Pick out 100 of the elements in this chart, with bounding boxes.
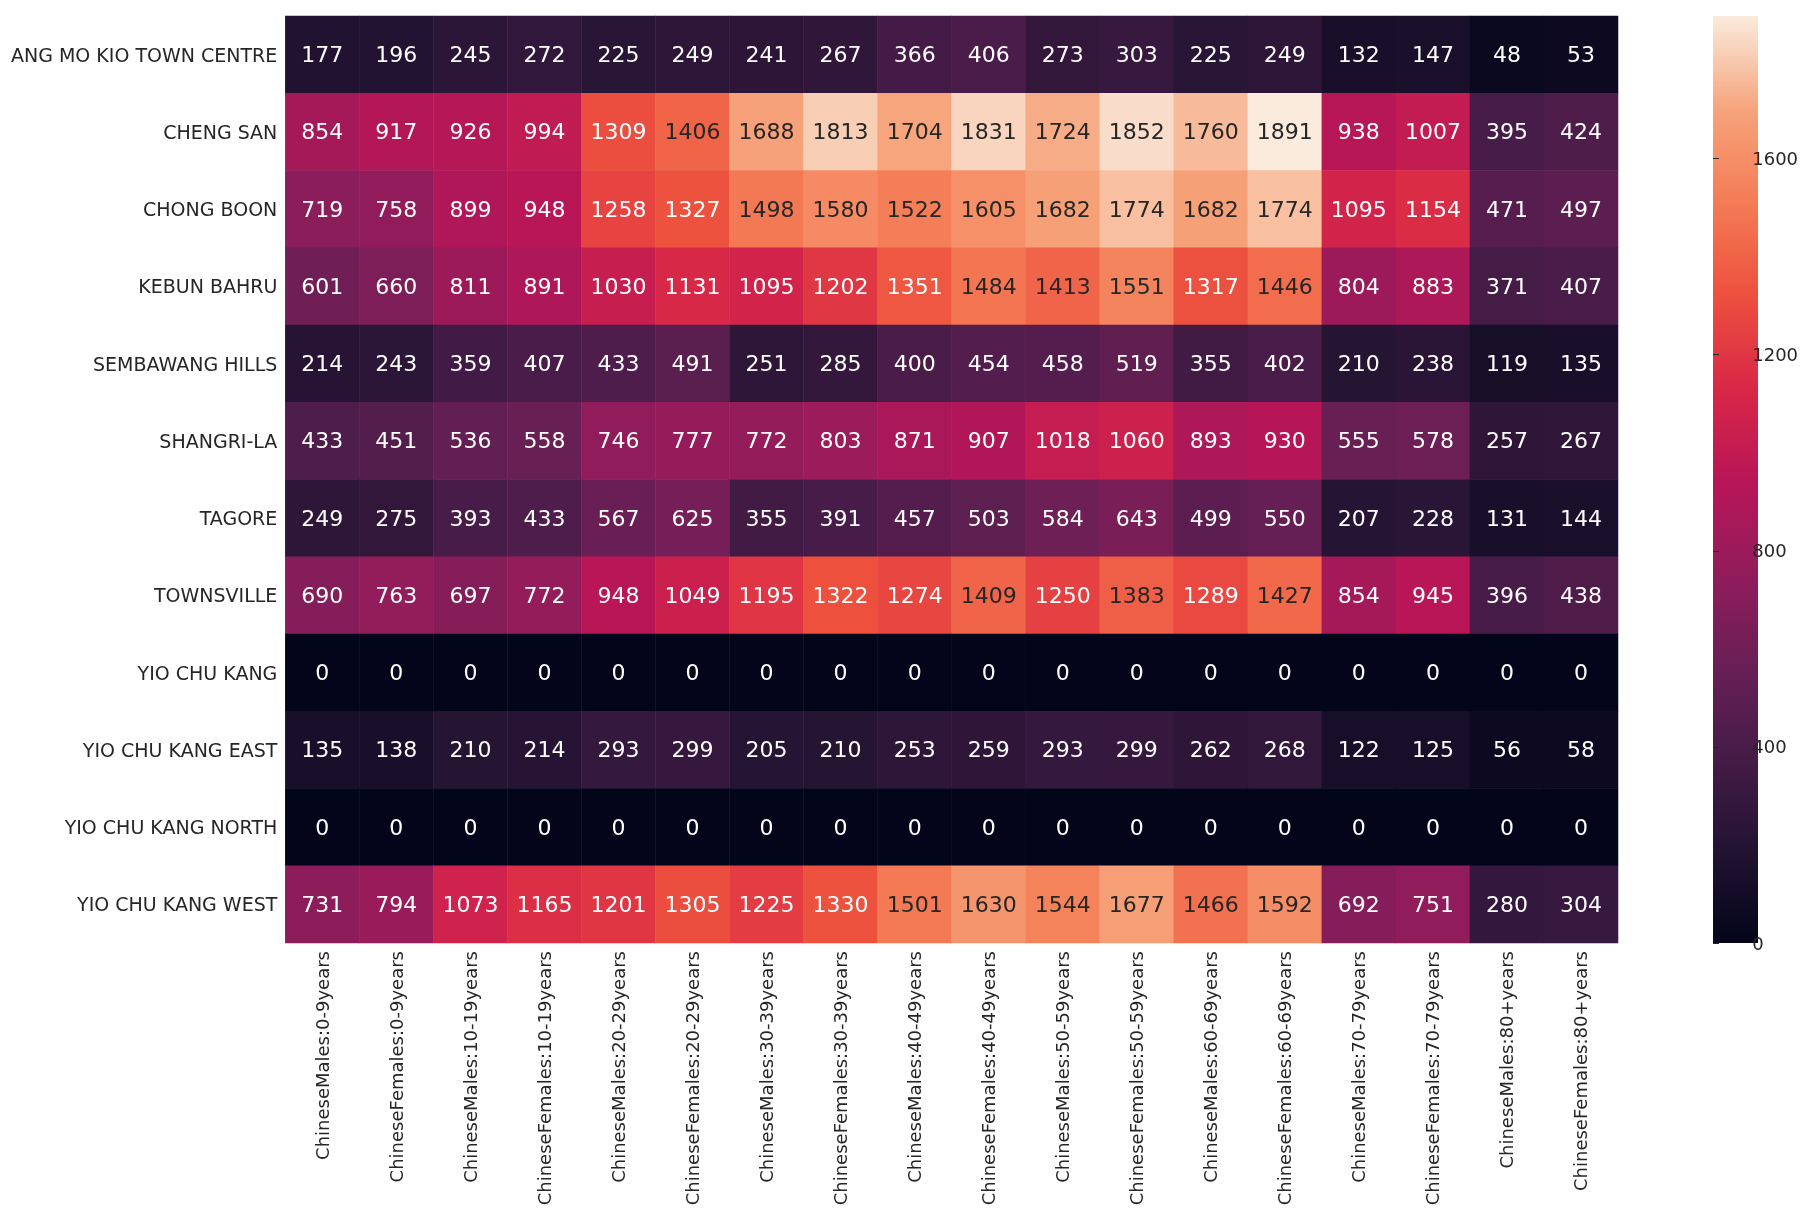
data-label: 690 — [301, 582, 344, 608]
y-tick-label: YIO CHU KANG — [136, 661, 278, 684]
data-label: 259 — [967, 737, 1010, 763]
data-label: 402 — [1263, 351, 1306, 377]
data-label: 299 — [1115, 737, 1158, 763]
data-label: 0 — [537, 814, 552, 840]
data-label: 268 — [1263, 737, 1306, 763]
data-label: 558 — [523, 428, 566, 454]
data-label: 1406 — [664, 119, 721, 145]
data-label: 228 — [1411, 505, 1454, 531]
data-label: 945 — [1411, 582, 1454, 608]
data-label: 519 — [1115, 351, 1158, 377]
data-label: 0 — [537, 660, 552, 686]
data-label: 0 — [1129, 660, 1144, 686]
data-label: 135 — [1559, 351, 1602, 377]
x-tick-label: ChineseFemales:20-29years — [682, 951, 704, 1206]
data-label: 0 — [833, 814, 848, 840]
data-label: 1131 — [664, 273, 721, 299]
data-label: 491 — [671, 351, 714, 377]
x-tick-label: ChineseFemales:10-19years — [533, 951, 555, 1206]
x-tick-label: ChineseMales:80+years — [1496, 951, 1518, 1169]
data-label: 205 — [745, 737, 788, 763]
data-label: 433 — [523, 505, 566, 531]
data-label: 0 — [1203, 814, 1218, 840]
data-label: 1195 — [738, 582, 795, 608]
data-label: 746 — [597, 428, 640, 454]
data-label: 938 — [1337, 119, 1380, 145]
data-label: 751 — [1411, 891, 1454, 917]
data-label: 293 — [1041, 737, 1084, 763]
data-label: 299 — [671, 737, 714, 763]
data-label: 262 — [1189, 737, 1232, 763]
data-label: 0 — [611, 660, 626, 686]
data-label: 1630 — [960, 891, 1017, 917]
data-label: 692 — [1337, 891, 1380, 917]
x-tick-label: ChineseFemales:0-9years — [385, 951, 407, 1183]
data-label: 196 — [375, 42, 418, 68]
data-label: 267 — [1559, 428, 1602, 454]
y-tick-label: YIO CHU KANG NORTH — [63, 816, 278, 839]
data-label: 772 — [523, 582, 566, 608]
data-label: 1724 — [1034, 119, 1091, 145]
y-tick-label: YIO CHU KANG EAST — [81, 738, 278, 761]
data-label: 1327 — [664, 196, 721, 222]
data-label: 499 — [1189, 505, 1232, 531]
data-label: 1831 — [960, 119, 1017, 145]
data-label: 1891 — [1256, 119, 1313, 145]
data-label: 777 — [671, 428, 714, 454]
x-tick-label: ChineseMales:70-79years — [1348, 951, 1370, 1183]
data-label: 125 — [1411, 737, 1454, 763]
data-label: 391 — [819, 505, 862, 531]
data-label: 280 — [1485, 891, 1528, 917]
data-label: 1466 — [1182, 891, 1239, 917]
data-label: 1274 — [886, 582, 943, 608]
data-label: 438 — [1559, 582, 1602, 608]
data-label: 48 — [1492, 42, 1521, 68]
data-label: 400 — [893, 351, 936, 377]
data-label: 1544 — [1034, 891, 1091, 917]
data-label: 1330 — [812, 891, 869, 917]
data-label: 458 — [1041, 351, 1084, 377]
data-label: 433 — [301, 428, 344, 454]
data-label: 567 — [597, 505, 640, 531]
data-label: 0 — [315, 814, 330, 840]
data-label: 899 — [449, 196, 492, 222]
x-tick-label: ChineseMales:50-59years — [1052, 951, 1074, 1183]
data-label: 917 — [375, 119, 418, 145]
x-tick-label: ChineseFemales:30-39years — [830, 951, 852, 1206]
data-label: 0 — [1351, 814, 1366, 840]
data-label: 1250 — [1034, 582, 1091, 608]
color-bar-label: 0 — [1752, 932, 1764, 954]
x-tick-label: ChineseMales:0-9years — [311, 951, 333, 1160]
y-tick-label: TOWNSVILLE — [152, 584, 278, 607]
data-label: 0 — [981, 660, 996, 686]
data-label: 396 — [1485, 582, 1528, 608]
data-label: 0 — [315, 660, 330, 686]
data-label: 131 — [1485, 505, 1528, 531]
data-label: 1813 — [812, 119, 869, 145]
data-label: 1201 — [590, 891, 647, 917]
data-label: 0 — [463, 660, 478, 686]
data-label: 794 — [375, 891, 418, 917]
data-label: 355 — [745, 505, 788, 531]
data-label: 0 — [463, 814, 478, 840]
data-label: 1225 — [738, 891, 795, 917]
data-label: 0 — [1055, 814, 1070, 840]
data-label: 1154 — [1404, 196, 1461, 222]
data-label: 871 — [893, 428, 936, 454]
data-label: 891 — [523, 273, 566, 299]
data-label: 1677 — [1108, 891, 1165, 917]
data-label: 207 — [1337, 505, 1380, 531]
data-label: 930 — [1263, 428, 1306, 454]
data-label: 366 — [893, 42, 936, 68]
data-label: 1309 — [590, 119, 647, 145]
data-label: 1427 — [1256, 582, 1313, 608]
data-label: 359 — [449, 351, 492, 377]
data-label: 214 — [301, 351, 344, 377]
data-label: 0 — [389, 814, 404, 840]
x-tick-label: ChineseFemales:40-49years — [978, 951, 1000, 1206]
data-label: 407 — [1559, 273, 1602, 299]
data-label: 1413 — [1034, 273, 1091, 299]
data-label: 578 — [1411, 428, 1454, 454]
x-tick-label: ChineseFemales:70-79years — [1422, 951, 1444, 1206]
data-label: 251 — [745, 351, 788, 377]
